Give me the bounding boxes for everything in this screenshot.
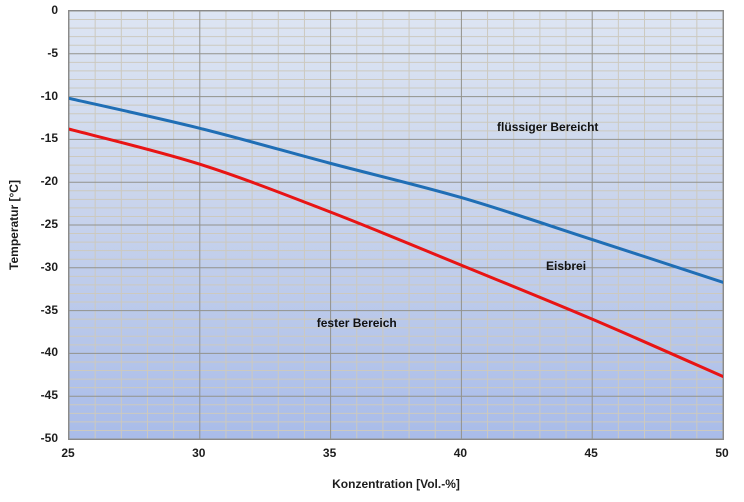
series-line-fest-grenze-rot (69, 127, 723, 379)
x-tick-label: 25 (61, 446, 75, 460)
y-tick-label: -15 (40, 131, 58, 146)
x-tick-label: 50 (715, 446, 729, 460)
region-label: fester Bereich (316, 316, 397, 331)
x-axis-title: Konzentration [Vol.-%] (332, 477, 460, 491)
y-tick-label: -40 (40, 345, 58, 360)
y-tick-label: -50 (40, 431, 58, 445)
x-tick-label: 45 (584, 446, 598, 460)
y-tick-label: -25 (40, 217, 58, 231)
region-label: flüssiger Bereicht (497, 119, 599, 134)
series-line-flüssig-grenze-blau (69, 96, 723, 284)
plot-canvas (69, 11, 723, 439)
y-tick-label: -45 (40, 388, 58, 403)
y-tick-label: -30 (40, 259, 58, 274)
y-tick-label: -5 (47, 45, 58, 60)
y-tick-label: -35 (40, 302, 58, 317)
x-tick-label: 35 (322, 446, 337, 460)
plot-area: flüssiger Bereicht Eisbrei fester Bereich (68, 10, 724, 440)
region-label: Eisbrei (546, 259, 587, 274)
y-tick-label: 0 (51, 3, 58, 17)
y-tick-label: -10 (40, 88, 58, 103)
y-tick-label: -20 (40, 174, 58, 189)
x-tick-label: 40 (453, 446, 468, 460)
x-tick-label: 30 (192, 446, 206, 460)
